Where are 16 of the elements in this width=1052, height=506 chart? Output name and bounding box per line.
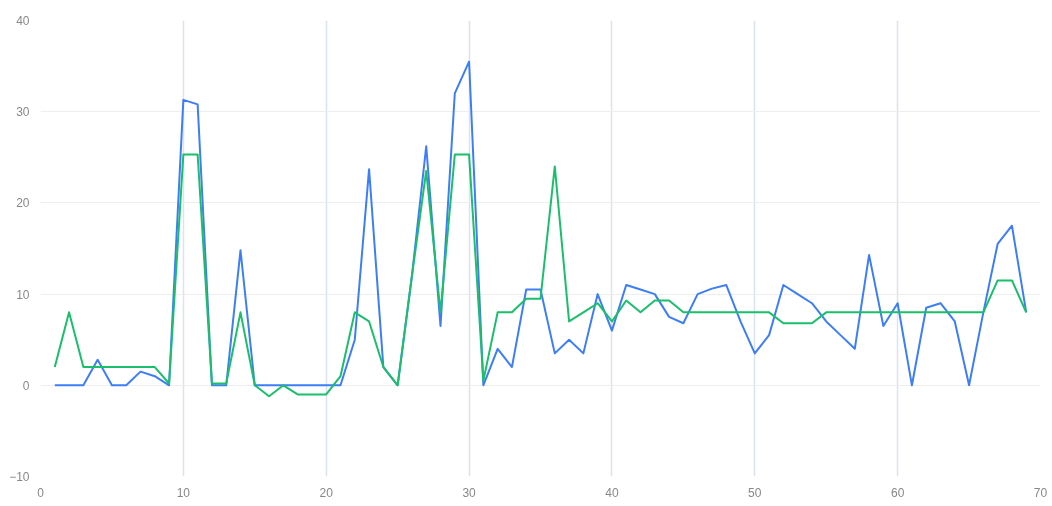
y-tick-label: 0 bbox=[22, 378, 30, 393]
x-tick-label: 20 bbox=[319, 485, 334, 500]
x-tick-label: 60 bbox=[890, 485, 905, 500]
y-tick-label: 30 bbox=[16, 105, 30, 120]
line-series bbox=[53, 60, 1028, 387]
x-tick-label: 50 bbox=[748, 485, 762, 500]
x-tick-label: 10 bbox=[176, 485, 191, 500]
y-tick-label: 40 bbox=[16, 14, 30, 28]
y-tick-label: 10 bbox=[16, 287, 30, 302]
x-tick-label: 70 bbox=[1033, 485, 1048, 500]
y-tick-label: −10 bbox=[9, 470, 30, 484]
x-tick-label: 0 bbox=[37, 485, 45, 500]
x-tick-label: 30 bbox=[462, 485, 477, 500]
x-tick-label: 40 bbox=[605, 485, 619, 500]
line-series bbox=[53, 153, 1028, 398]
y-tick-label: 20 bbox=[16, 196, 30, 211]
